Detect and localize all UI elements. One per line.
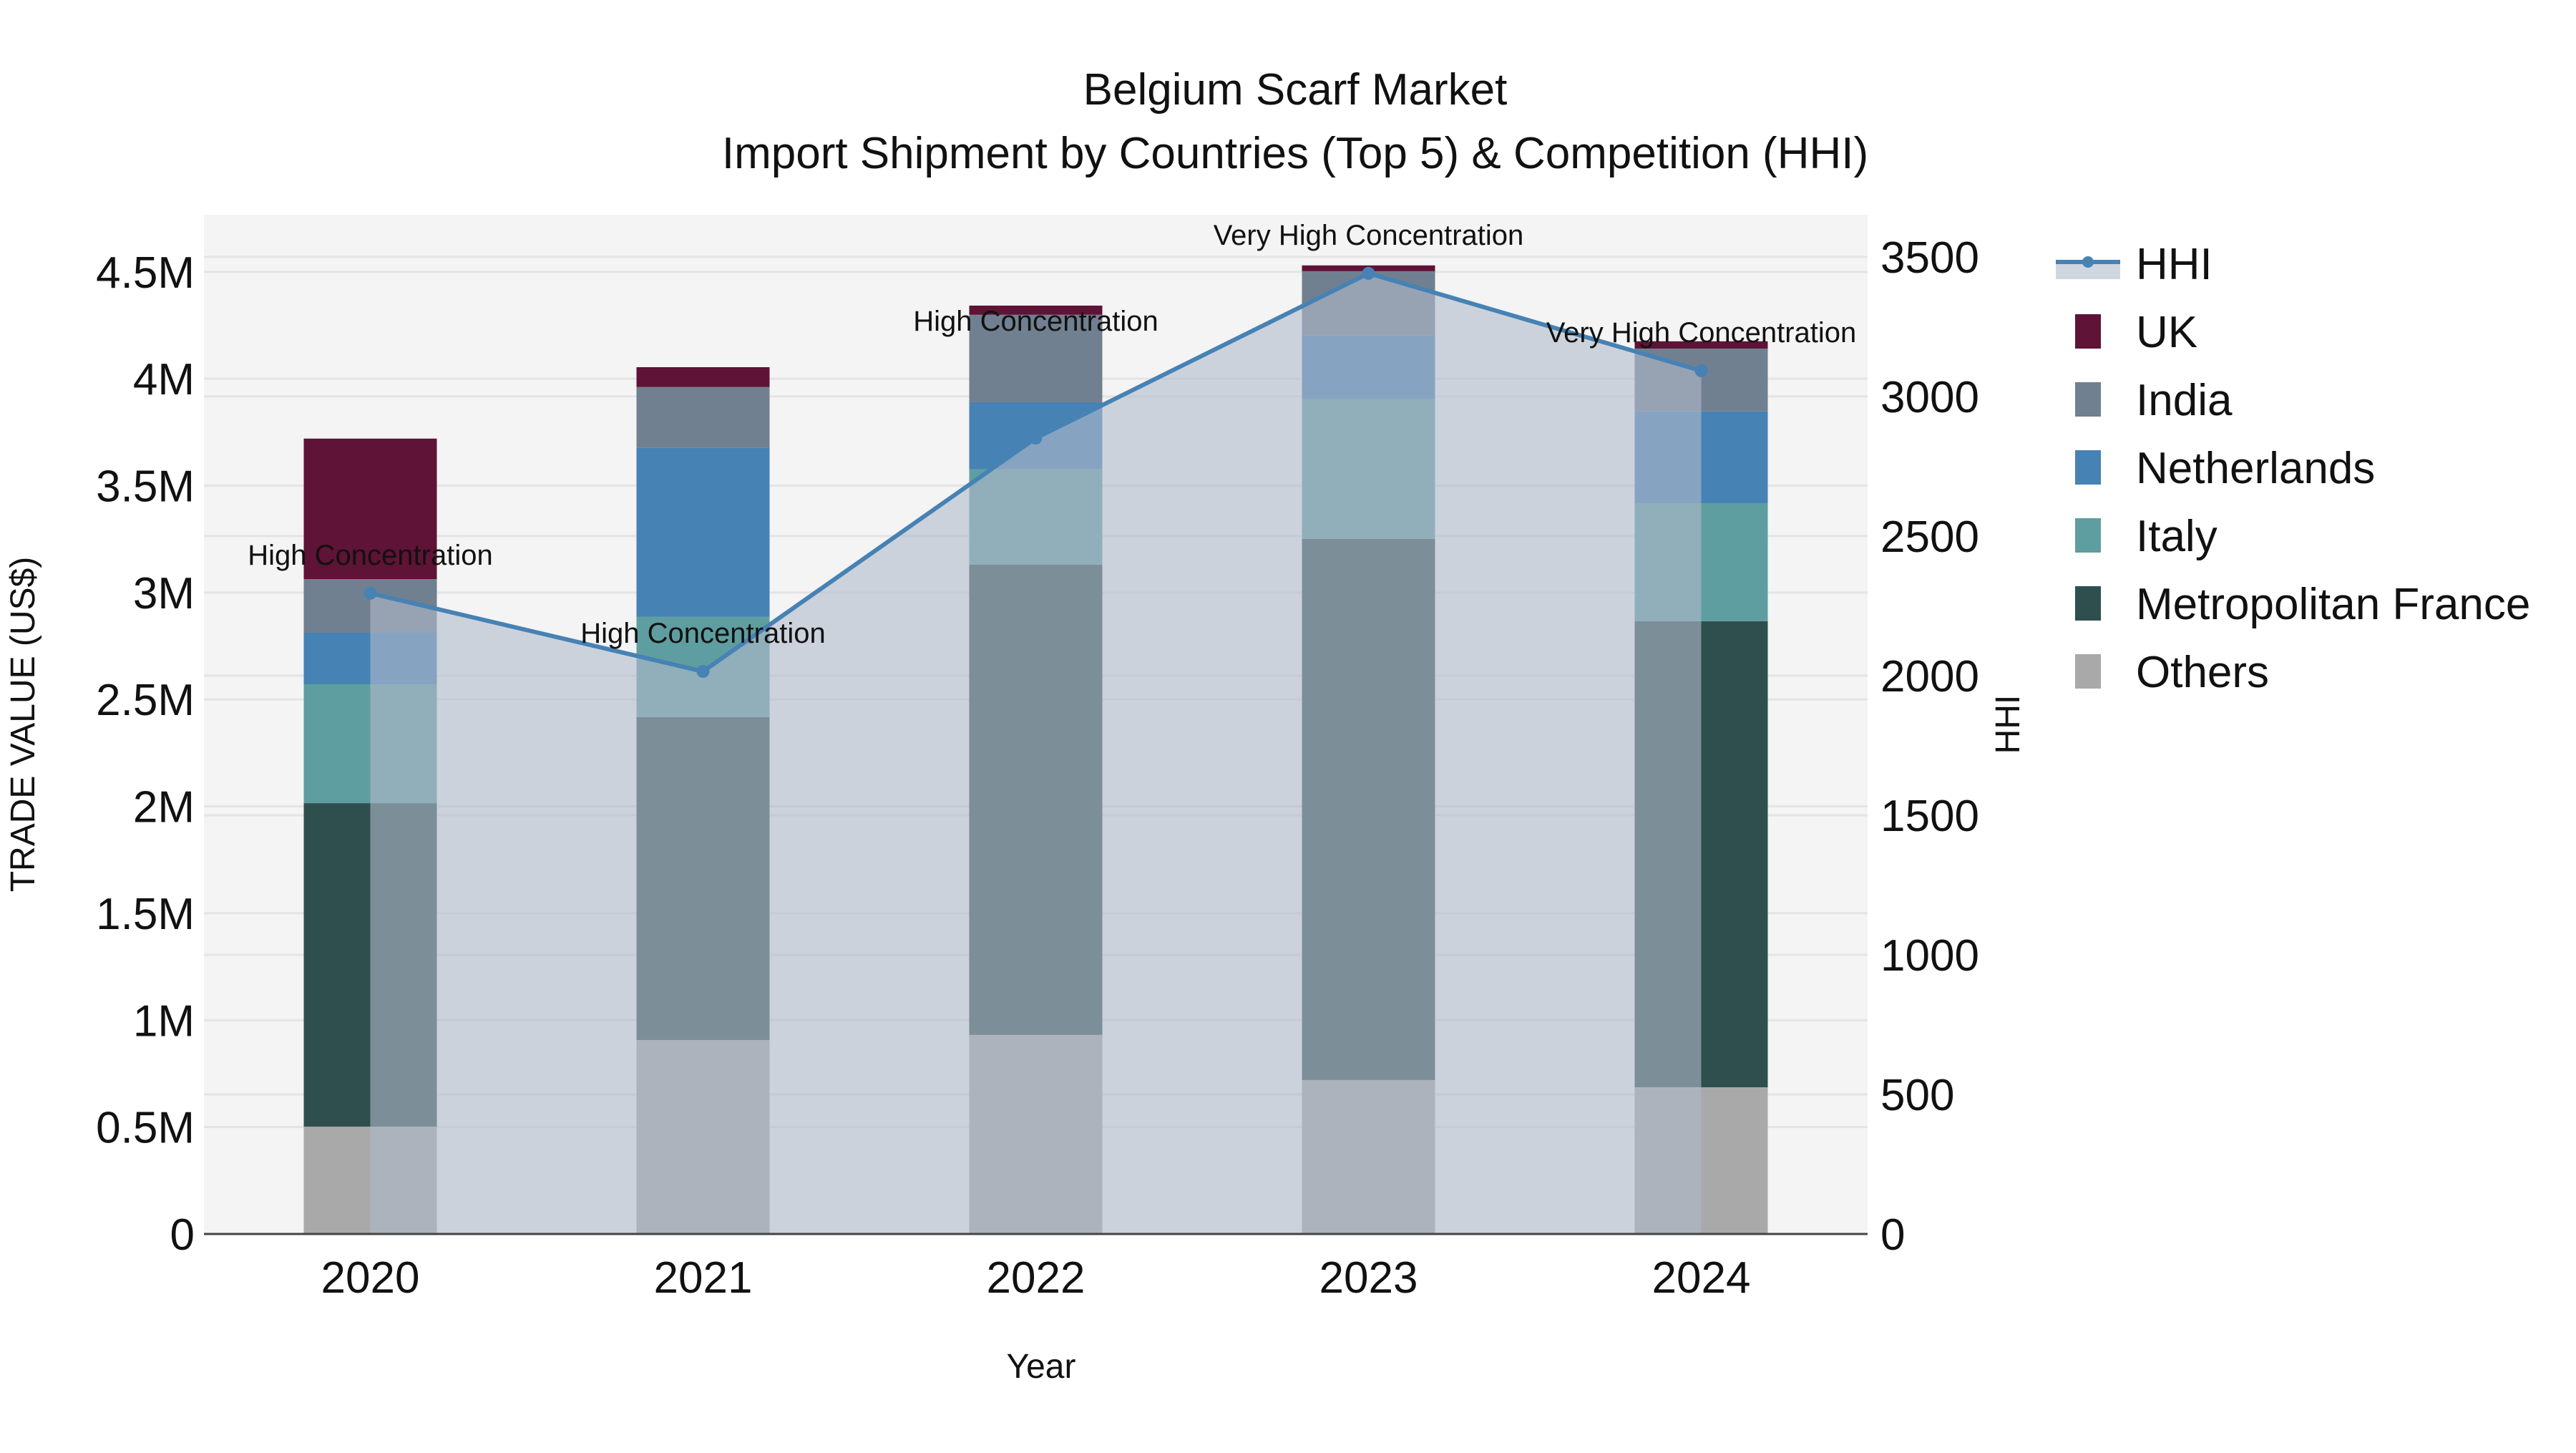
- hhi-annotation: Very High Concentration: [1546, 317, 1857, 349]
- hhi-area: [370, 273, 1702, 1234]
- y-right-tick: 0: [1880, 1210, 1905, 1260]
- y-left-tick: 0: [170, 1210, 195, 1260]
- hhi-annotation: High Concentration: [248, 540, 492, 571]
- hhi-marker[interactable]: [1029, 432, 1043, 445]
- legend-label: India: [2136, 376, 2233, 425]
- legend-label: Metropolitan France: [2136, 580, 2530, 629]
- legend-label: UK: [2136, 308, 2197, 357]
- y-left-tick: 2M: [133, 783, 195, 832]
- hhi-annotations: High Concentration High Concentration High…: [248, 220, 1856, 649]
- x-tick: 2024: [1652, 1253, 1751, 1303]
- legend-swatch-icon: [2075, 382, 2101, 417]
- x-tick: 2023: [1319, 1253, 1418, 1303]
- legend-label: Italy: [2136, 512, 2218, 561]
- hhi-annotation: High Concentration: [913, 306, 1158, 337]
- y-left-tick: 1.5M: [96, 890, 195, 939]
- legend-swatch-icon: [2075, 314, 2101, 349]
- x-axis-title: Year: [1007, 1348, 1076, 1386]
- x-tick: 2022: [987, 1253, 1085, 1303]
- legend: HHI UK India Netherlands Italy Metropolitan F…: [2056, 240, 2530, 697]
- legend-swatch-icon: [2075, 518, 2101, 553]
- y-left-tick: 0.5M: [96, 1104, 195, 1153]
- y-left-axis-title: TRADE VALUE (US$): [4, 557, 42, 893]
- bar-segment-india[interactable]: [969, 314, 1103, 402]
- legend-swatch-icon: [2075, 654, 2101, 689]
- x-tick: 2021: [654, 1253, 753, 1303]
- bar-segment-uk[interactable]: [636, 366, 770, 387]
- y-right-tick: 1500: [1880, 792, 1979, 841]
- y-left-tick: 4.5M: [96, 248, 195, 298]
- chart-title-line1: Belgium Scarf Market: [1083, 65, 1508, 115]
- chart-title-line2: Import Shipment by Countries (Top 5) & C…: [722, 129, 1868, 178]
- legend-item-hhi[interactable]: HHI: [2056, 240, 2212, 289]
- y-right-tick: 500: [1880, 1071, 1954, 1120]
- hhi-marker[interactable]: [696, 665, 710, 679]
- legend-item-netherlands[interactable]: Netherlands: [2075, 444, 2375, 493]
- axis-ticks: 0 0.5M 1M 1.5M 2M 2.5M 3M 3.5M 4M 4.5M 0 500 1000 150…: [96, 233, 1979, 1303]
- y-right-tick: 2500: [1880, 512, 1979, 562]
- hhi-marker[interactable]: [1694, 364, 1708, 378]
- y-right-tick: 1000: [1880, 931, 1979, 981]
- hhi-series: [364, 266, 1708, 1234]
- marker-icon: [2082, 256, 2094, 268]
- legend-item-italy[interactable]: Italy: [2075, 512, 2218, 561]
- legend-swatch-icon: [2075, 586, 2101, 621]
- legend-item-india[interactable]: India: [2075, 376, 2233, 425]
- hhi-marker[interactable]: [1362, 266, 1375, 280]
- legend-label: Netherlands: [2136, 444, 2375, 493]
- legend-item-others[interactable]: Others: [2075, 648, 2269, 697]
- y-right-tick: 2000: [1880, 652, 1979, 701]
- y-left-tick: 3M: [133, 569, 195, 618]
- y-right-tick: 3500: [1880, 233, 1979, 283]
- bar-segment-india[interactable]: [636, 387, 770, 448]
- legend-swatch-icon: [2075, 450, 2101, 485]
- y-right-axis-title: HHI: [1989, 695, 2027, 754]
- hhi-annotation: Very High Concentration: [1214, 220, 1524, 251]
- bar-segment-uk[interactable]: [1634, 341, 1768, 349]
- legend-item-uk[interactable]: UK: [2075, 308, 2197, 357]
- hhi-marker[interactable]: [364, 586, 377, 600]
- y-left-tick: 3.5M: [96, 462, 195, 511]
- bar-segment-uk[interactable]: [969, 305, 1103, 315]
- hhi-annotation: High Concentration: [580, 618, 825, 649]
- y-right-tick: 3000: [1880, 373, 1979, 422]
- y-left-tick: 4M: [133, 355, 195, 404]
- bar-segment-netherlands[interactable]: [636, 447, 770, 617]
- y-left-tick: 1M: [133, 996, 195, 1046]
- bar-segment-uk[interactable]: [303, 438, 437, 580]
- legend-label: HHI: [2136, 240, 2212, 289]
- y-left-tick: 2.5M: [96, 676, 195, 725]
- x-tick: 2020: [321, 1253, 420, 1303]
- legend-label: Others: [2136, 648, 2269, 697]
- legend-item-metropolitan-france[interactable]: Metropolitan France: [2075, 580, 2530, 629]
